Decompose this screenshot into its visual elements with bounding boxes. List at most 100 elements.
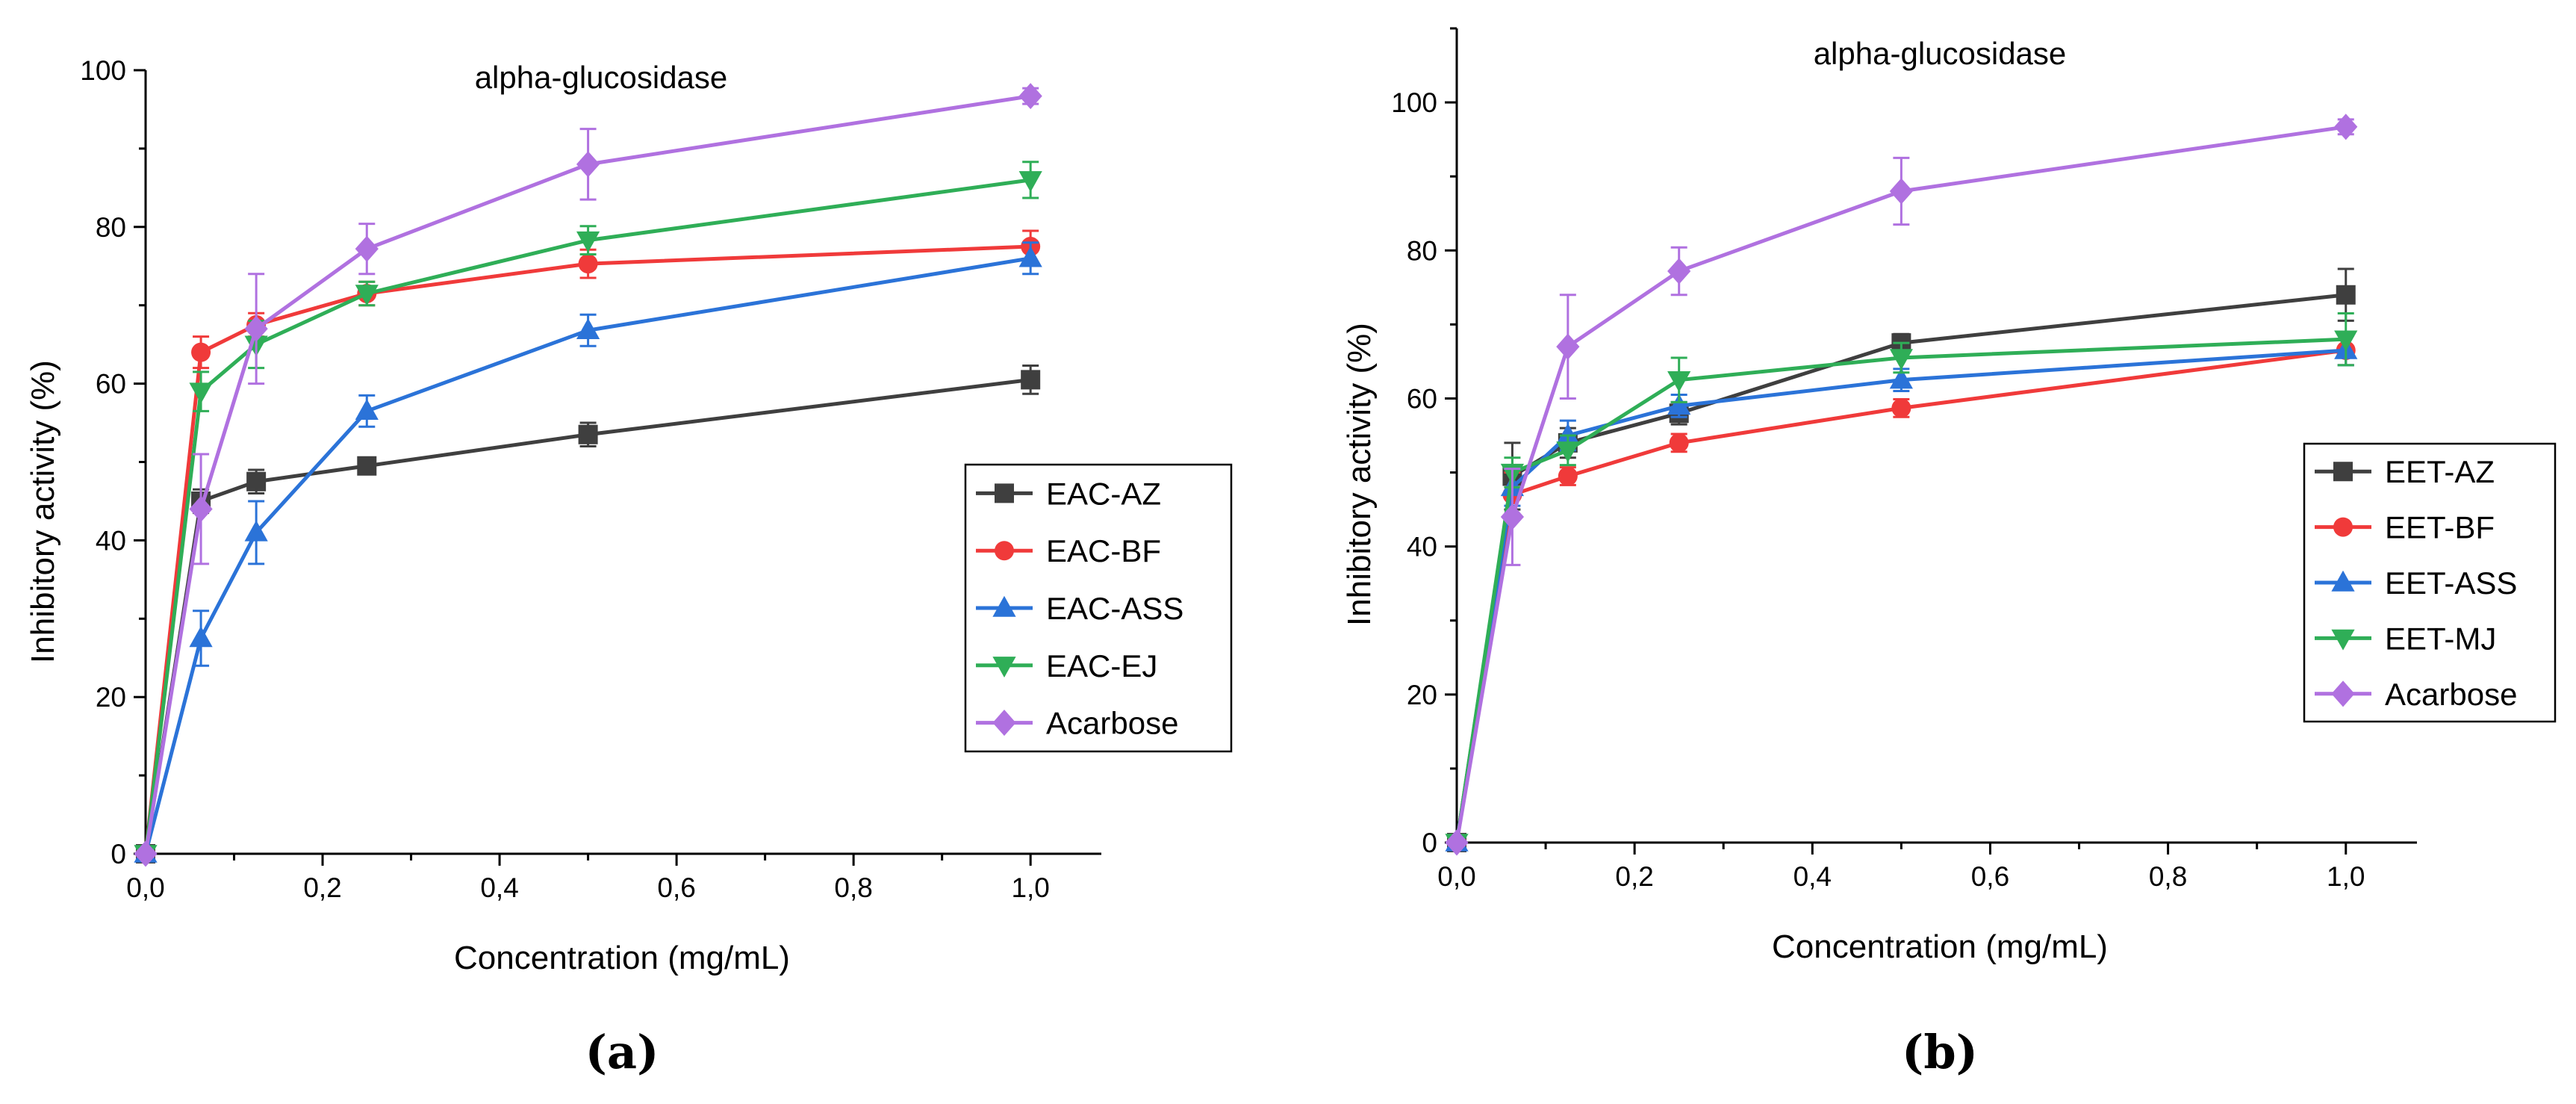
chart-a-legend-label: EAC-AZ [1046,476,1161,511]
chart-a-legend-swatch-marker [992,657,1016,678]
chart-a-y-tick-label: 80 [96,212,126,243]
chart-a-data-point [1018,246,1042,267]
chart-b-data-point [1891,398,1911,418]
chart-b-series-line-eet-bf [1455,348,2347,843]
chart-b-data-point [1667,370,1691,392]
chart-a-y-axis-label: Inhibitory activity (%) [25,360,61,663]
chart-a-y-tick-label: 60 [96,369,126,400]
chart-a-x-tick-label: 0,0 [126,872,164,903]
chart-a-data-point [189,495,213,522]
chart-a-x-tick-label: 0,2 [303,872,341,903]
chart-a-legend-swatch-marker [992,595,1016,617]
chart-b-data-point [2334,114,2358,140]
chart-b-series-line-acarbose [1455,125,2347,843]
chart-panel-a: 0,0 0,2 0,4 0,6 0,8 1,0 0 20 40 60 80 100 alpha-glu… [25,55,1233,1079]
chart-b-legend-swatch-marker [2331,680,2355,707]
chart-b-data-point [1889,368,1913,389]
chart-b-x-tick-label: 0,8 [2149,861,2187,892]
chart-a-data-point [355,285,379,306]
chart-b-title: alpha-glucosidase [1814,36,2067,71]
chart-a-y-tick-label: 0 [111,839,126,869]
chart-a-data-point [576,151,600,178]
chart-b-data-point [1500,503,1525,530]
chart-a-legend-label: EAC-EJ [1046,648,1157,683]
chart-b-data-point [1669,432,1689,453]
chart-b-y-axis-label: Inhibitory activity (%) [1341,323,1378,626]
chart-a-legend: EAC-AZ EAC-BF EAC-ASS EAC-EJ Acarbose [964,463,1233,753]
chart-b-legend-label: Acarbose [2385,677,2517,712]
chart-a-legend-label: Acarbose [1046,706,1178,741]
chart-a-plot-area: 0,0 0,2 0,4 0,6 0,8 1,0 0 20 40 60 80 100 [80,55,1101,903]
chart-b-x-tick-label: 0,2 [1615,861,1653,892]
chart-b-legend-swatch-marker [2333,517,2353,537]
chart-b-legend-label: EET-ASS [2385,565,2517,601]
chart-b-x-tick-label: 0,4 [1793,861,1832,892]
panel-label-a: (a) [585,1025,659,1079]
chart-b-data-point [1667,394,1691,415]
chart-a-data-point [578,254,598,274]
chart-b-series [1445,114,2358,856]
chart-b-legend-swatch-marker [2331,629,2355,651]
chart-a-data-point [578,424,598,444]
chart-a-y-tick-label: 20 [96,682,126,713]
chart-b-data-point [1556,441,1580,463]
chart-a-x-tick-label: 0,8 [834,872,872,903]
chart-a-legend-swatch-marker [995,483,1014,503]
chart-b-x-tick-label: 0,0 [1437,861,1475,892]
chart-a-legend-swatch-marker [992,710,1016,736]
chart-a-data-point [576,231,600,252]
chart-a-legend-label: EAC-ASS [1046,591,1183,626]
chart-b-x-axis-label: Concentration (mg/mL) [1772,928,2108,965]
chart-b-y-tick-label: 20 [1407,680,1437,710]
chart-a-data-point [244,315,268,342]
chart-b-data-point [1889,349,1913,370]
chart-b-legend: EET-AZ EET-BF EET-ASS EET-MJ Acarbose [2303,442,2557,723]
chart-b-y-tick-label: 60 [1407,383,1437,414]
chart-a-data-point [1018,171,1042,193]
panel-label-b: (b) [1902,1025,1978,1079]
chart-a-data-point [355,235,379,262]
chart-a-x-axis-label: Concentration (mg/mL) [454,940,790,976]
chart-a-data-point [355,399,379,421]
chart-a-series [134,83,1042,867]
chart-a-series-line-acarbose [143,94,1031,855]
chart-b-legend-label: EET-MJ [2385,621,2496,656]
chart-b-legend-label: EET-BF [2385,510,2495,545]
chart-a-data-point [357,456,377,476]
chart-b-data-point [1556,333,1580,360]
chart-a-series-line-eac-ass [143,256,1031,855]
chart-a-data-point [134,840,158,867]
chart-b-y-tick-label: 100 [1391,87,1437,118]
chart-a-data-point [1021,370,1041,390]
chart-a-data-point [189,382,213,404]
chart-b-data-point [2336,285,2356,305]
chart-b-x-tick-label: 0,6 [1971,861,2009,892]
chart-b-legend-label: EET-AZ [2385,454,2495,489]
chart-a-x-tick-label: 1,0 [1011,872,1049,903]
chart-a-data-point [191,342,211,362]
chart-b-y-tick-label: 40 [1407,532,1437,562]
chart-a-x-tick-label: 0,4 [480,872,518,903]
chart-b-series-line-eet-ass [1455,348,2346,843]
chart-a-y-tick-label: 40 [96,525,126,556]
chart-a-data-point [244,520,268,542]
chart-a-y-tick-label: 100 [80,55,126,86]
chart-a-data-point [1018,83,1042,110]
chart-panel-b: 0,0 0,2 0,4 0,6 0,8 1,0 0 20 40 60 80 100 alpha-glu… [1341,27,2557,1079]
chart-b-legend-swatch-marker [2333,462,2353,482]
chart-b-data-point [1889,178,1913,205]
chart-a-series-line-eac-bf [143,244,1031,855]
chart-b-data-point [1445,829,1469,856]
chart-b-y-tick-label: 80 [1407,235,1437,266]
chart-b-plot-area: 0,0 0,2 0,4 0,6 0,8 1,0 0 20 40 60 80 100 [1391,27,2417,892]
chart-b-data-point [1558,466,1578,486]
chart-b-y-tick-label: 0 [1422,828,1437,858]
chart-b-data-point [1667,258,1691,285]
chart-b-legend-swatch-marker [2331,570,2355,592]
chart-b-x-tick-label: 1,0 [2327,861,2365,892]
chart-b-data-point [2334,330,2358,352]
chart-a-data-point [246,471,267,491]
chart-a-series-line-eac-ej [143,178,1031,855]
chart-b-data-point [1556,423,1580,444]
